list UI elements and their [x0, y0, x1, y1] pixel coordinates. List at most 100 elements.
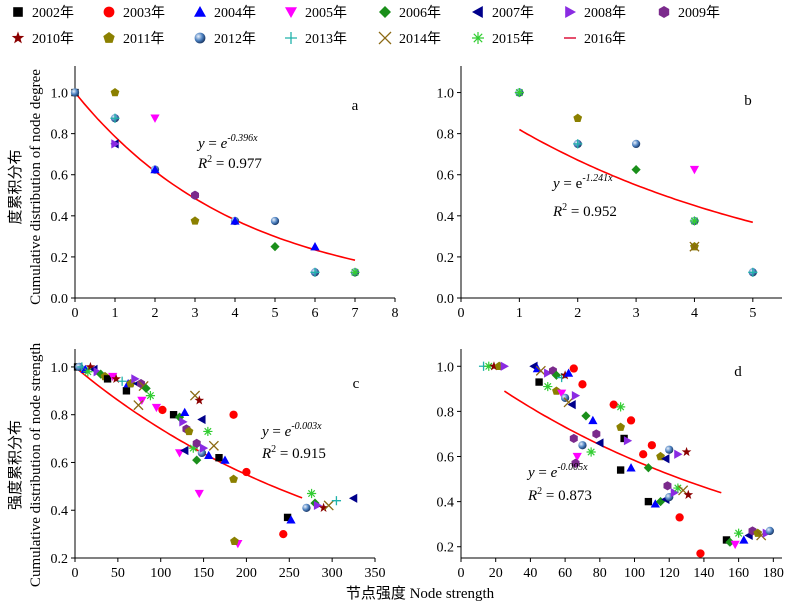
data-point	[673, 483, 683, 493]
data-point	[310, 267, 320, 277]
data-point	[535, 378, 543, 386]
data-point	[631, 164, 641, 175]
data-point	[151, 403, 162, 413]
legend-label: 2007年	[492, 5, 534, 21]
legend-label: 2010年	[32, 31, 74, 47]
data-point	[70, 88, 80, 97]
x-tick-label: 300	[322, 566, 343, 581]
data-point	[318, 502, 329, 512]
legend-marker-icon	[11, 31, 25, 44]
data-point	[131, 374, 140, 384]
data-point	[93, 367, 102, 377]
data-point	[489, 361, 499, 371]
data-point	[111, 373, 121, 383]
y-tick-label: 0.2	[437, 251, 455, 266]
legend-item-2013年: 2013年	[285, 31, 347, 47]
legend-marker-icon	[13, 7, 23, 17]
legend-label: 2014年	[399, 31, 441, 47]
data-point	[194, 395, 205, 405]
data-point	[192, 455, 202, 465]
y-axis-title-bottom-en: Cumulative distribution of node strength	[28, 342, 44, 587]
data-point	[229, 474, 238, 483]
data-point	[588, 415, 598, 425]
y-tick-label: 0.6	[51, 456, 69, 471]
data-point	[122, 387, 131, 395]
y-tick-label: 0.2	[51, 251, 69, 266]
data-point	[203, 426, 213, 437]
data-point	[647, 441, 657, 450]
data-point	[229, 410, 238, 419]
data-point	[609, 400, 618, 409]
legend-item-2004年: 2004年	[194, 5, 256, 21]
legend-item-2005年: 2005年	[285, 5, 347, 21]
x-tick-label: 160	[728, 566, 749, 581]
data-point	[578, 380, 587, 389]
y-axis-title-top-en: Cumulative distribution of node degree	[28, 69, 44, 305]
fit-equation: y = e-0.003x	[260, 421, 322, 440]
fit-equation: y = e-1.241x	[551, 173, 613, 192]
data-point	[626, 416, 636, 425]
data-point	[644, 497, 653, 506]
fit-equation: y = e-0.396x	[196, 133, 258, 152]
x-tick-label: 140	[693, 566, 714, 581]
data-point	[560, 393, 570, 402]
data-point	[270, 242, 280, 252]
y-tick-label: 0.0	[437, 292, 455, 307]
fit-curve	[74, 366, 303, 499]
x-tick-label: 1	[112, 306, 119, 321]
data-point	[310, 242, 320, 251]
fit-curve	[74, 91, 356, 261]
legend-label: 2015年	[492, 31, 534, 47]
data-point	[571, 391, 581, 401]
legend-label: 2009年	[678, 5, 720, 21]
data-point	[689, 165, 700, 175]
data-point	[567, 400, 576, 410]
x-tick-label: 50	[111, 566, 125, 581]
data-point	[150, 164, 160, 174]
legend-label: 2006年	[399, 5, 441, 21]
y-tick-label: 0.8	[437, 128, 455, 143]
x-tick-label: 1	[516, 306, 523, 321]
data-point	[194, 489, 204, 499]
legend-marker-icon	[472, 6, 483, 18]
legend-item-2006年: 2006年	[379, 5, 441, 21]
x-tick-label: 0	[458, 306, 465, 321]
data-point	[323, 500, 334, 511]
panel-label: d	[734, 364, 742, 380]
data-point	[665, 445, 674, 454]
data-point	[348, 493, 358, 503]
legend-item-2015年: 2015年	[472, 31, 534, 47]
data-point	[141, 383, 151, 394]
legend-marker-icon	[194, 32, 206, 44]
data-point	[552, 386, 561, 395]
data-point	[242, 467, 251, 477]
legend-marker-icon	[379, 6, 391, 18]
x-tick-label: 100	[150, 566, 171, 581]
x-tick-label: 2	[574, 306, 581, 321]
legend-item-2010年: 2010年	[11, 31, 74, 47]
y-tick-label: 0.8	[51, 409, 69, 424]
data-point	[663, 481, 672, 491]
panel-label: a	[352, 98, 359, 114]
y-tick-label: 0.0	[51, 292, 69, 307]
y-tick-label: 0.6	[437, 169, 455, 184]
x-axis-title-bottom: 节点强度 Node strength	[346, 585, 495, 602]
data-point	[180, 445, 189, 456]
data-point	[569, 433, 578, 444]
data-point	[573, 139, 583, 149]
x-tick-label: 60	[558, 566, 572, 581]
data-point	[180, 407, 190, 416]
x-tick-label: 5	[749, 306, 756, 321]
data-point	[302, 503, 311, 512]
data-point	[286, 515, 296, 524]
legend-marker-icon	[378, 31, 392, 45]
y-tick-label: 0.8	[437, 405, 455, 420]
data-point	[689, 216, 700, 226]
y-tick-label: 0.4	[437, 496, 455, 511]
data-point	[581, 411, 591, 421]
y-axis-title-bottom-cn: 强度累积分布	[7, 420, 24, 510]
x-tick-label: 0	[458, 566, 465, 581]
fit-equation: y = e-0.005x	[526, 462, 588, 481]
data-point	[270, 216, 280, 226]
